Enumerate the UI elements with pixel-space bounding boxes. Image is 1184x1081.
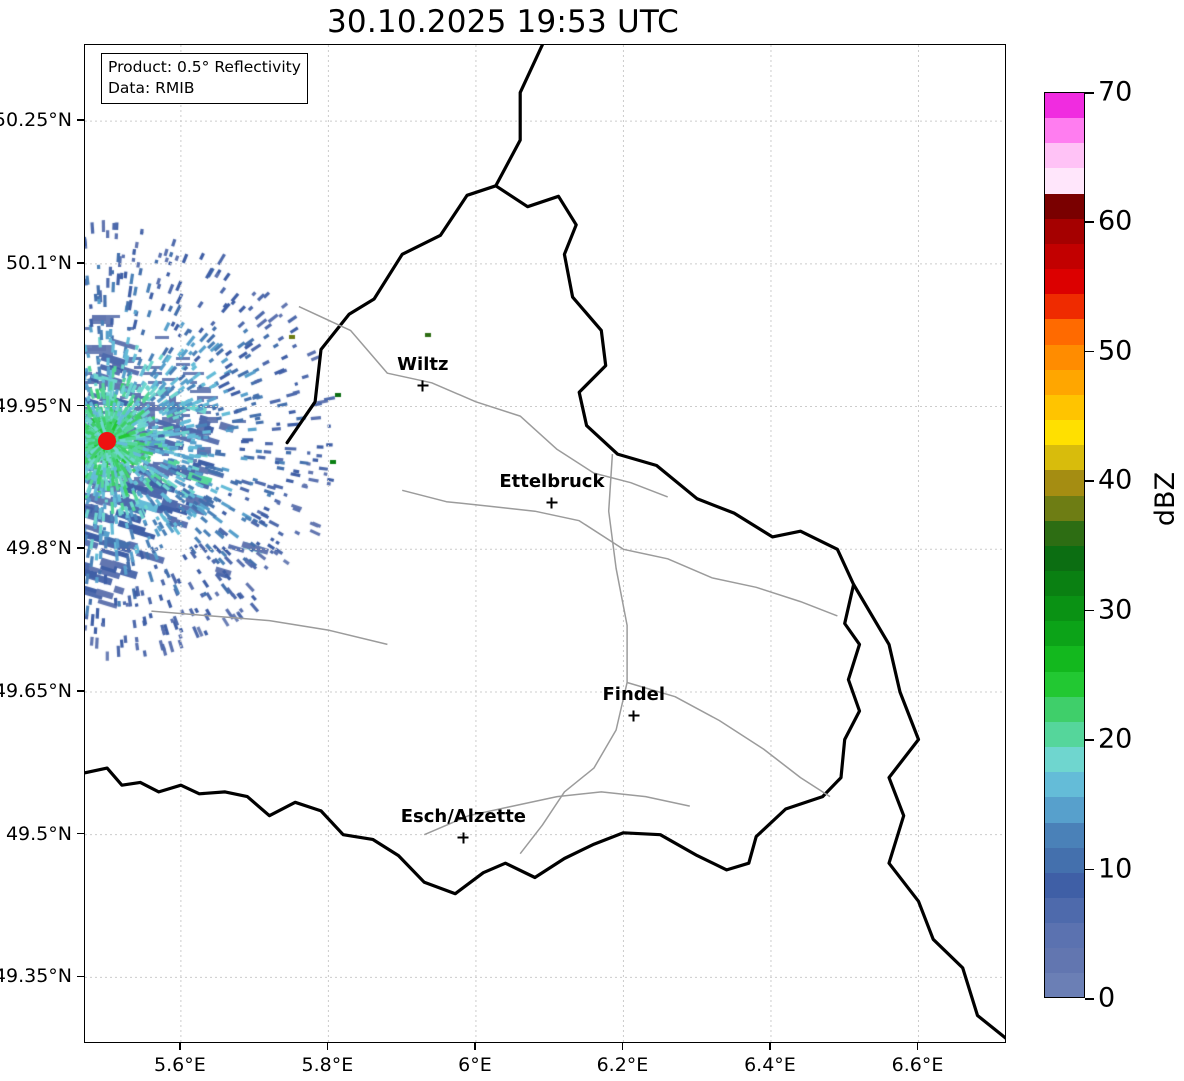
colorbar-band	[1045, 243, 1084, 270]
colorbar-title: dBZ	[1150, 471, 1181, 527]
colorbar-band	[1045, 445, 1084, 471]
colorbar-band	[1045, 822, 1084, 848]
colorbar-band	[1045, 646, 1084, 672]
colorbar-tick-mark	[1085, 739, 1094, 741]
y-tick-mark	[77, 262, 84, 264]
colorbar-tick-mark	[1085, 480, 1094, 482]
y-tick-mark	[77, 690, 84, 692]
x-tick-mark	[769, 1043, 771, 1050]
radar-echo-layer	[85, 45, 1005, 1042]
colorbar-band	[1045, 319, 1084, 345]
x-tick-mark	[326, 1043, 329, 1050]
y-axis-label: 49.65°N	[0, 679, 72, 702]
colorbar-tick-mark	[1085, 221, 1094, 224]
colorbar-tick-label: 50	[1098, 335, 1133, 367]
colorbar-tick-label: 20	[1098, 723, 1133, 755]
y-tick-mark	[77, 119, 84, 121]
colorbar-band	[1045, 294, 1084, 320]
colorbar-band	[1045, 747, 1084, 773]
y-tick-mark	[77, 547, 84, 550]
map-vector-layer	[85, 45, 1005, 1042]
x-axis-label: 6.6°E	[891, 1054, 944, 1076]
data-line: Data: RMIB	[108, 78, 195, 97]
city-marker-esch-alzette	[457, 832, 469, 844]
colorbar-band	[1045, 596, 1084, 622]
colorbar-band	[1045, 847, 1084, 873]
x-axis-label: 6°E	[458, 1054, 492, 1076]
colorbar-band	[1045, 218, 1084, 244]
y-axis-label: 50.25°N	[0, 109, 72, 132]
colorbar-band	[1045, 369, 1084, 395]
city-label-esch-alzette: Esch/Alzette	[400, 805, 527, 827]
colorbar-band	[1045, 671, 1084, 697]
radar-site-marker	[98, 431, 117, 450]
colorbar-band	[1045, 495, 1084, 521]
colorbar-tick-mark	[1085, 609, 1094, 612]
colorbar-band	[1045, 520, 1084, 546]
colorbar-tick-mark	[1085, 92, 1094, 94]
city-marker-ettelbruck	[546, 497, 558, 509]
colorbar-band	[1045, 394, 1084, 421]
colorbar-band	[1045, 696, 1084, 722]
colorbar-band	[1045, 269, 1084, 295]
y-axis-label: 49.5°N	[5, 822, 72, 845]
x-tick-mark	[621, 1043, 624, 1050]
x-tick-mark	[474, 1043, 476, 1050]
y-tick-mark	[77, 404, 84, 407]
radar-map-plot[interactable]: Product: 0.5° Reflectivity Data: RMIB Wi…	[84, 44, 1006, 1043]
colorbar-band	[1045, 193, 1084, 219]
colorbar-tick-label: 30	[1098, 594, 1133, 626]
colorbar-band	[1045, 973, 1084, 997]
y-axis-label: 50.1°N	[5, 251, 72, 274]
colorbar-band	[1045, 621, 1084, 647]
colorbar-band	[1045, 721, 1084, 748]
colorbar-tick-mark	[1085, 868, 1094, 871]
colorbar-band	[1045, 797, 1084, 823]
x-tick-mark	[916, 1043, 919, 1050]
colorbar-band	[1045, 168, 1084, 194]
x-axis-label: 6.4°E	[744, 1054, 796, 1076]
city-label-ettelbruck: Ettelbruck	[499, 470, 605, 492]
colorbar-band	[1045, 570, 1084, 597]
product-info-box: Product: 0.5° Reflectivity Data: RMIB	[101, 53, 308, 104]
colorbar-tick-mark	[1085, 998, 1094, 1000]
city-marker-findel	[628, 710, 640, 722]
colorbar-band	[1045, 420, 1084, 446]
y-axis-label: 49.35°N	[0, 965, 72, 988]
colorbar-band	[1045, 344, 1084, 370]
colorbar-band	[1045, 143, 1084, 169]
y-tick-mark	[77, 975, 84, 978]
city-label-wiltz: Wiltz	[397, 353, 449, 375]
colorbar-tick-label: 10	[1098, 853, 1133, 885]
city-marker-wiltz	[417, 380, 429, 392]
colorbar-tick-label: 40	[1098, 464, 1133, 496]
colorbar-tick-label: 70	[1098, 76, 1133, 108]
y-axis-label: 49.8°N	[5, 537, 72, 560]
colorbar-tick-mark	[1085, 350, 1094, 353]
x-axis-label: 5.6°E	[154, 1054, 206, 1076]
colorbar-band	[1045, 772, 1084, 798]
x-tick-mark	[179, 1043, 181, 1050]
colorbar-band	[1045, 470, 1084, 496]
colorbar-band	[1045, 872, 1084, 898]
colorbar-band	[1045, 923, 1084, 949]
colorbar-tick-label: 0	[1098, 982, 1116, 1014]
product-line: Product: 0.5° Reflectivity	[108, 58, 301, 76]
y-axis-label: 49.95°N	[0, 394, 72, 417]
page-title: 30.10.2025 19:53 UTC	[327, 4, 679, 40]
colorbar-band	[1045, 898, 1084, 924]
x-axis-label: 5.8°E	[301, 1054, 354, 1076]
colorbar-band	[1045, 545, 1084, 571]
x-axis-label: 6.2°E	[596, 1054, 649, 1076]
colorbar-tick-label: 60	[1098, 205, 1133, 237]
city-label-findel: Findel	[602, 683, 666, 705]
colorbar[interactable]	[1044, 92, 1085, 998]
colorbar-band	[1045, 93, 1084, 119]
colorbar-band	[1045, 948, 1084, 974]
colorbar-band	[1045, 118, 1084, 144]
y-tick-mark	[77, 832, 84, 835]
